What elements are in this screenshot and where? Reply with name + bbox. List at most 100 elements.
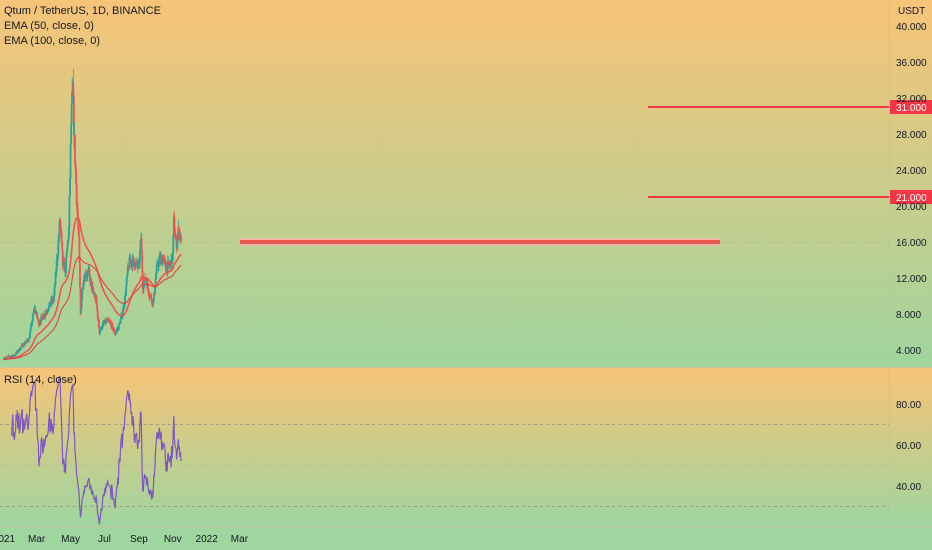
- candle-body: [177, 227, 180, 235]
- candle-body: [18, 348, 21, 351]
- candle-body: [180, 235, 182, 242]
- candle-body: [75, 183, 78, 205]
- candle-body: [111, 324, 114, 330]
- candle-body: [4, 357, 7, 359]
- candle-body: [72, 83, 75, 96]
- candle-body: [20, 345, 23, 347]
- candle-body: [170, 254, 173, 268]
- candle-body: [167, 261, 170, 265]
- candle-body: [61, 241, 64, 251]
- time-axis-background: [0, 526, 932, 550]
- candle-body: [164, 258, 166, 261]
- time-tick-label: Mar: [28, 534, 46, 545]
- candle-body: [92, 292, 95, 295]
- candle-body: [115, 330, 118, 332]
- candle-body: [175, 238, 177, 241]
- candle-body: [124, 295, 126, 305]
- candle-body: [39, 322, 42, 324]
- candle-body: [159, 257, 162, 263]
- candle-body: [24, 342, 27, 344]
- candle-body: [66, 240, 69, 248]
- ema-50-line: [3, 217, 182, 361]
- candle-body: [123, 304, 126, 308]
- candle-body: [31, 320, 34, 325]
- candle-body: [176, 235, 179, 243]
- candle-body: [56, 254, 59, 260]
- ema-100-line: [3, 256, 182, 360]
- candle-body: [68, 195, 71, 227]
- ema-100-label[interactable]: EMA (100, close, 0): [4, 35, 100, 47]
- price-pane-background: [0, 0, 932, 367]
- resistance-label-bg: [890, 190, 932, 204]
- candle-body: [60, 227, 63, 234]
- candle-body: [142, 288, 145, 290]
- candle-body: [107, 319, 110, 321]
- ema-50-label[interactable]: EMA (50, close, 0): [4, 20, 94, 32]
- time-axis[interactable]: 2021 Mar May Jul Sep Nov 2022 Mar: [0, 534, 249, 545]
- candle-body: [113, 329, 116, 334]
- candle-body: [155, 273, 157, 280]
- candle-body: [34, 308, 37, 314]
- candle-body: [9, 356, 12, 358]
- candle-body: [154, 287, 156, 294]
- candle-body: [176, 242, 179, 249]
- candle-body: [46, 311, 49, 313]
- candle-body: [77, 219, 80, 230]
- candle-body: [49, 302, 51, 306]
- rsi-title[interactable]: RSI (14, close): [4, 374, 77, 386]
- candle-body: [152, 300, 155, 305]
- price-tick-label: 32.000: [896, 94, 927, 105]
- candle-body: [92, 288, 95, 293]
- resistance-label-bg: [890, 100, 932, 114]
- candle-body: [171, 253, 174, 262]
- candle-body: [56, 259, 59, 261]
- symbol-title[interactable]: Qtum / TetherUS, 1D, BINANCE: [4, 5, 161, 17]
- candle-body: [70, 104, 73, 125]
- candle-body: [15, 352, 18, 354]
- candle-body: [62, 261, 65, 266]
- candle-body: [27, 341, 30, 343]
- candle-body: [95, 297, 98, 306]
- candle-body: [156, 262, 159, 266]
- candle-body: [149, 294, 151, 297]
- rsi-pane-background: [0, 368, 932, 526]
- candle-body: [84, 273, 87, 277]
- candle-body: [58, 221, 61, 236]
- candle-body: [99, 331, 101, 334]
- candle-body: [166, 261, 169, 272]
- rsi-legend: RSI (14, close): [4, 373, 77, 388]
- candle-body: [157, 259, 160, 266]
- candle-body: [82, 285, 85, 288]
- candle-body: [87, 270, 90, 272]
- candle-body: [128, 257, 131, 269]
- candle-body: [42, 318, 45, 320]
- candle-body: [115, 331, 117, 334]
- candle-body: [152, 292, 155, 301]
- rsi-tick-label: 60.00: [896, 441, 921, 452]
- candle-body: [6, 356, 9, 358]
- candle-body: [135, 262, 137, 263]
- candle-body: [15, 352, 18, 355]
- candle-body: [125, 285, 127, 296]
- candle-body: [28, 337, 31, 339]
- candle-body: [24, 343, 26, 345]
- price-axis[interactable]: USDT 4.000 8.000 12.000 16.000 20.000 24.000 28…: [896, 6, 927, 357]
- candle-body: [98, 327, 101, 334]
- price-tick-label: 20.000: [896, 202, 927, 213]
- candle-body: [29, 327, 32, 333]
- rsi-tick-label: 80.00: [896, 400, 921, 411]
- candle-body: [114, 333, 117, 335]
- candle-body: [169, 263, 171, 266]
- candle-body: [47, 305, 50, 310]
- candle-body: [55, 260, 58, 272]
- candle-body: [172, 234, 175, 254]
- rsi-axis[interactable]: 40.00 60.00 80.00: [896, 400, 921, 493]
- candle-body: [22, 343, 25, 347]
- candle-body: [59, 220, 62, 228]
- candle-body: [66, 247, 69, 253]
- candle-body: [52, 296, 55, 299]
- candle-body: [140, 238, 143, 252]
- candle-body: [163, 258, 166, 259]
- candle-body: [110, 323, 113, 327]
